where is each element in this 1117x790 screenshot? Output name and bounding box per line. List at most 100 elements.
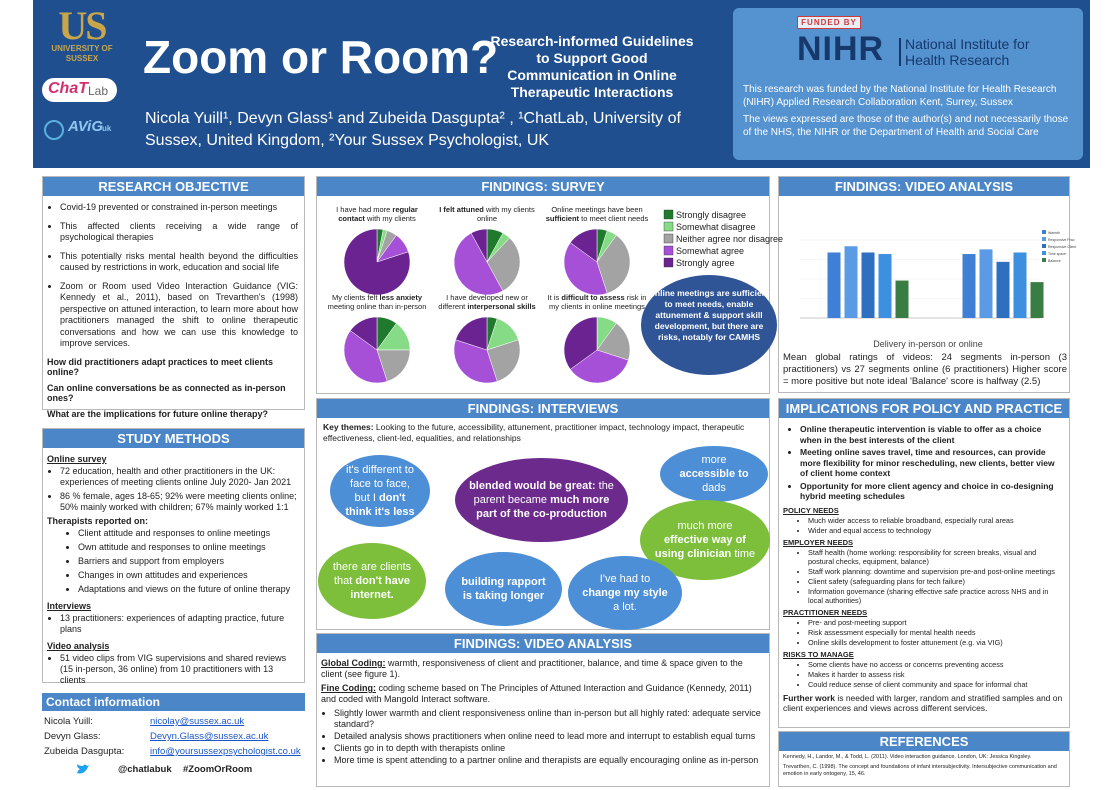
label: Global Coding: bbox=[321, 658, 386, 668]
bullet-item: Own attitude and responses to online mee… bbox=[78, 542, 298, 553]
text-part: the parent became bbox=[473, 480, 614, 506]
group-title: POLICY NEEDS bbox=[783, 505, 839, 515]
subheading: Video analysis bbox=[47, 641, 110, 651]
nihr-name: National Institute for Health Research bbox=[905, 36, 1030, 68]
pie-title: My clients felt less anxiety meeting onl… bbox=[325, 293, 429, 313]
section-heading: STUDY METHODS bbox=[43, 429, 304, 448]
quote-text: it's different to face to face, but I do… bbox=[344, 463, 416, 519]
bullet-item: 72 education, health and other practitio… bbox=[60, 466, 298, 488]
contact-name: Devyn Glass: bbox=[44, 731, 101, 742]
section-heading: FINDINGS: SURVEY bbox=[317, 177, 769, 196]
bullet-item: Clients go in to depth with therapists o… bbox=[334, 743, 763, 754]
bullet-item: 13 practitioners: experiences of adaptin… bbox=[60, 613, 298, 635]
funder-box: FUNDED BY NIHR National Institute for Heal… bbox=[733, 8, 1083, 160]
group-title: RISKS TO MANAGE bbox=[783, 649, 854, 659]
subheading: Interviews bbox=[47, 601, 92, 611]
research-question: Can online conversations be as connected… bbox=[47, 382, 286, 403]
further-work: Further work is needed with larger, rand… bbox=[783, 693, 1063, 714]
text-part: much more bbox=[677, 520, 733, 532]
label: Further work bbox=[783, 692, 835, 703]
bullet-item: Much wider access to reliable broadband,… bbox=[808, 516, 1063, 525]
research-question: How did practitioners adapt practices to… bbox=[47, 356, 274, 377]
twitter-handle: @chatlabuk bbox=[118, 764, 172, 775]
bullet-list: Client attitude and responses to online … bbox=[65, 528, 298, 595]
text-part: more bbox=[701, 454, 727, 466]
text-part: change my style bbox=[582, 587, 668, 599]
contact-email[interactable]: Devyn.Glass@sussex.ac.uk bbox=[150, 731, 269, 742]
text-part: building rapport is taking longer bbox=[461, 576, 546, 602]
key-text: Looking to the future, accessibility, at… bbox=[323, 422, 745, 443]
text: is needed with larger, random and strati… bbox=[783, 692, 1063, 714]
text-part: regular contact bbox=[338, 205, 418, 223]
pie-title: It is difficult to assess risk in my cli… bbox=[545, 293, 649, 313]
bullet-item: Opportunity for more client agency and c… bbox=[800, 481, 1063, 502]
quote-bubble: building rapport is taking longer bbox=[445, 552, 562, 626]
text-part: time bbox=[731, 548, 756, 560]
bullet-item: Information governance (sharing effectiv… bbox=[808, 587, 1063, 605]
label: Fine Coding: bbox=[321, 683, 376, 693]
contact-email[interactable]: nicolay@sussex.ac.uk bbox=[150, 716, 245, 727]
text-part: dads bbox=[702, 482, 726, 494]
bullet-item: Client safety (safeguarding plans for te… bbox=[808, 577, 1063, 586]
section-heading: RESEARCH OBJECTIVE bbox=[43, 177, 304, 196]
panel: REFERENCES Kennedy, H., Landor, M., & Tod… bbox=[778, 731, 1070, 787]
quote-bubble: blended would be great: the parent becam… bbox=[455, 458, 628, 542]
bullet-list: Slightly lower warmth and client respons… bbox=[321, 708, 763, 766]
bullet-list: Some clients have no access or concerns … bbox=[795, 660, 1063, 689]
bullet-list: Staff health (home working: responsibili… bbox=[795, 548, 1063, 605]
text-part: with my clients bbox=[364, 214, 416, 223]
bullet-item: Adaptations and views on the future of o… bbox=[78, 584, 298, 595]
bullet-item: More time is spent attending to a partne… bbox=[334, 755, 763, 766]
text-part: a lot. bbox=[613, 601, 637, 613]
research-question: What are the implications for future onl… bbox=[47, 408, 269, 419]
text-part: difficult to assess bbox=[561, 293, 625, 302]
text-part: I felt attuned bbox=[439, 205, 484, 214]
funded-by: FUNDED BY bbox=[797, 16, 861, 29]
text-part: there are clients that bbox=[332, 561, 412, 587]
subheading: Therapists reported on: bbox=[47, 516, 149, 526]
text-part: My clients felt bbox=[331, 293, 380, 302]
quote-text: more accessible to dads bbox=[674, 453, 754, 495]
text-part: with my clients online bbox=[476, 205, 535, 223]
bullet-item: Some clients have no access or concerns … bbox=[808, 660, 1063, 669]
quote-bubble: it's different to face to face, but I do… bbox=[330, 455, 430, 527]
fine-coding: Fine Coding: coding scheme based on The … bbox=[321, 683, 763, 705]
logo-divider bbox=[899, 38, 901, 66]
text-part: I've had to bbox=[599, 573, 651, 585]
group-title: PRACTITIONER NEEDS bbox=[783, 607, 868, 617]
bullet-item: Barriers and support from employers bbox=[78, 556, 298, 567]
bullet-item: Could reduce sense of client community a… bbox=[808, 680, 1063, 689]
text-part: meeting online than in-person bbox=[327, 302, 427, 311]
text-part: accessible to bbox=[679, 468, 749, 480]
chat-logo: ChaT Lab bbox=[42, 78, 117, 102]
text: warmth, responsiveness of client and pra… bbox=[321, 658, 743, 679]
poster-subtitle: Research-informed Guidelines to Support … bbox=[490, 33, 694, 100]
avig-logo: AViG uk bbox=[44, 118, 114, 146]
contact-name: Zubeida Dasgupta: bbox=[44, 746, 125, 757]
bullet-item: Detailed analysis shows practitioners wh… bbox=[334, 731, 763, 742]
key-themes: Key themes: Looking to the future, acces… bbox=[323, 422, 763, 443]
quote-text: blended would be great: the parent becam… bbox=[469, 479, 614, 521]
text-part: it's different to face to face, but I bbox=[346, 464, 414, 504]
bullet-item: Zoom or Room used Video Interaction Guid… bbox=[60, 281, 298, 350]
contact-email[interactable]: info@yoursussexpsychologist.co.uk bbox=[150, 746, 301, 757]
bullet-list: Much wider access to reliable broadband,… bbox=[795, 516, 1063, 535]
text-part: much more part of the co-production bbox=[476, 494, 610, 520]
bullet-item: Slightly lower warmth and client respons… bbox=[334, 708, 763, 730]
text-part: I have had more bbox=[336, 205, 393, 214]
bullet-list: 51 video clips from VIG supervisions and… bbox=[47, 653, 298, 686]
bullet-item: Risk assessment especially for mental he… bbox=[808, 628, 1063, 637]
group-title: EMPLOYER NEEDS bbox=[783, 537, 854, 547]
quote-bubble: more accessible to dads bbox=[660, 446, 768, 502]
bullet-item: Makes it harder to assess risk bbox=[808, 670, 1063, 679]
text-part: sufficient bbox=[545, 214, 580, 223]
contact-name: Nicola Yuill: bbox=[44, 716, 93, 727]
section-heading: FINDINGS: VIDEO ANALYSIS bbox=[317, 634, 769, 653]
section-heading: Contact information bbox=[42, 693, 305, 711]
text-part: risk in my clients in online meetings bbox=[549, 293, 647, 311]
bullet-item: Wider and equal access to technology bbox=[808, 526, 1063, 535]
text-part: It is bbox=[547, 293, 562, 302]
twitter-icon bbox=[77, 764, 89, 774]
funding-text: This research was funded by the National… bbox=[743, 84, 1057, 108]
text-part: don't think it's less bbox=[345, 492, 415, 518]
